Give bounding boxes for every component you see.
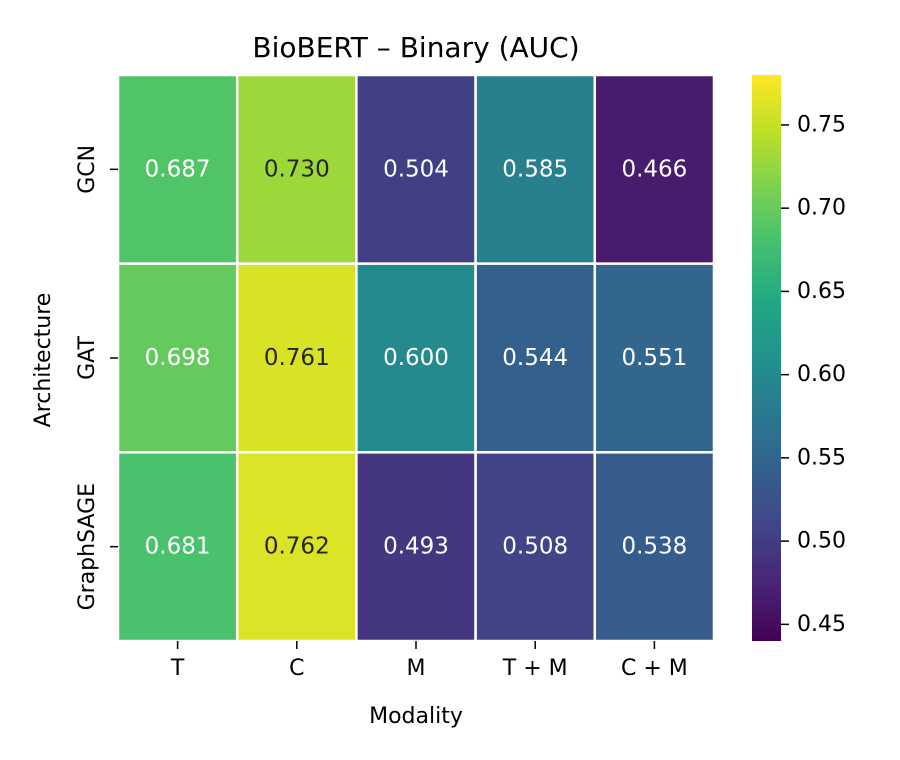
cell-value-label: 0.698 — [145, 345, 211, 371]
cell-value-label: 0.504 — [383, 156, 449, 182]
cell-value-label: 0.687 — [145, 156, 211, 182]
cell-value-label: 0.551 — [621, 345, 687, 371]
y-axis-label: Architecture — [31, 293, 56, 428]
x-tick-label: T + M — [502, 656, 568, 681]
cell-value-label: 0.762 — [264, 534, 330, 560]
heatmap-cell — [235, 451, 358, 643]
colorbar-tick-label: 0.55 — [797, 445, 846, 470]
y-axis-ticks: GCN GAT GraphSAGE — [75, 145, 118, 610]
x-tick-label: C — [289, 656, 304, 681]
heatmap-cells: 0.687 0.730 0.504 0.585 0.466 0.698 0.761 0.600… — [116, 73, 716, 643]
heatmap-cell — [235, 73, 358, 265]
cell-value-label: 0.466 — [621, 156, 687, 182]
cell-value-label: 0.508 — [502, 534, 568, 560]
x-axis-ticks: T C M T + M C + M — [170, 641, 688, 681]
cell-value-label: 0.730 — [264, 156, 330, 182]
cell-value-label: 0.538 — [621, 534, 687, 560]
cell-value-label: 0.761 — [264, 345, 330, 371]
colorbar-gradient — [752, 75, 781, 641]
colorbar: 0.45 0.50 0.55 0.60 0.65 0.70 0.75 — [752, 75, 846, 641]
y-tick-label: GAT — [75, 336, 100, 380]
x-tick-label: T — [170, 656, 185, 681]
heatmap-cell — [116, 73, 239, 265]
cell-value-label: 0.544 — [502, 345, 568, 371]
x-axis-label: Modality — [369, 704, 463, 729]
heatmap-cell — [355, 73, 477, 265]
colorbar-tick-label: 0.70 — [797, 196, 846, 221]
cell-value-label: 0.585 — [502, 156, 568, 182]
colorbar-tick-label: 0.75 — [797, 112, 846, 137]
heatmap-cell — [474, 451, 597, 643]
cell-value-label: 0.600 — [383, 345, 449, 371]
colorbar-tick-label: 0.50 — [797, 529, 846, 554]
colorbar-tick-label: 0.65 — [797, 279, 846, 304]
y-tick-label: GraphSAGE — [75, 483, 100, 610]
x-tick-label: C + M — [621, 656, 688, 681]
colorbar-tick-label: 0.60 — [797, 362, 846, 387]
chart-title: BioBERT – Binary (AUC) — [252, 31, 579, 64]
heatmap-cell — [355, 262, 477, 454]
colorbar-tick-label: 0.45 — [797, 612, 846, 637]
cell-value-label: 0.493 — [383, 534, 449, 560]
x-tick-label: M — [407, 656, 426, 681]
cell-value-label: 0.681 — [145, 534, 211, 560]
y-tick-label: GCN — [75, 145, 100, 194]
heatmap-cell — [593, 262, 716, 454]
